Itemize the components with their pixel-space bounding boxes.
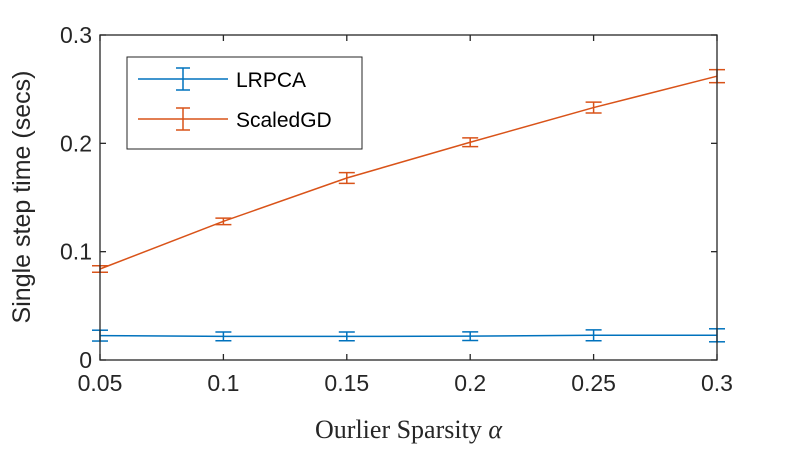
x-tick-label-1: 0.1 bbox=[207, 370, 239, 396]
legend-box bbox=[126, 56, 363, 150]
legend-item-scaledgd: ScaledGD bbox=[138, 107, 332, 132]
y-tick-label-3: 0.3 bbox=[60, 22, 92, 48]
plot-frame bbox=[99, 34, 718, 361]
y-tick-label-0: 0 bbox=[79, 347, 92, 373]
legend-label-scaledgd: ScaledGD bbox=[236, 109, 332, 132]
x-tick-label-5: 0.3 bbox=[701, 370, 733, 396]
x-axis-title-symbol: α bbox=[488, 415, 503, 444]
legend: LRPCA ScaledGD bbox=[126, 56, 363, 150]
x-axis-title-text: Ourlier Sparsity bbox=[315, 415, 482, 444]
errorbar-lrpca-2 bbox=[338, 331, 355, 342]
errorbar-scaledgd-1 bbox=[215, 217, 232, 226]
errorbar-lrpca-3 bbox=[462, 331, 479, 342]
x-tick-label-3: 0.2 bbox=[454, 370, 486, 396]
y-axis-title: Single step time (secs) bbox=[8, 71, 36, 324]
errorbar-scaledgd-2 bbox=[338, 171, 355, 185]
errorbar-scaledgd-3 bbox=[462, 137, 479, 148]
legend-label-lrpca: LRPCA bbox=[236, 69, 306, 92]
x-tick-label-4: 0.25 bbox=[571, 370, 616, 396]
series-layer bbox=[92, 68, 725, 343]
x-axis-title: Ourlier Sparsity α bbox=[315, 415, 503, 444]
x-axis-ticks: 0.05 0.1 0.15 0.2 0.25 0.3 bbox=[78, 35, 733, 396]
series-line-scaledgd bbox=[99, 75, 718, 270]
errorbar-lrpca-4 bbox=[585, 329, 602, 342]
x-tick-label-2: 0.15 bbox=[324, 370, 369, 396]
legend-item-lrpca: LRPCA bbox=[138, 67, 306, 92]
y-axis-ticks: 0 0.1 0.2 0.3 bbox=[60, 22, 717, 373]
errorbar-scaledgd-4 bbox=[585, 101, 602, 114]
legend-items: LRPCA ScaledGD bbox=[138, 67, 332, 132]
y-tick-label-1: 0.1 bbox=[60, 239, 92, 265]
errorbar-lrpca-1 bbox=[215, 331, 232, 342]
x-tick-label-0: 0.05 bbox=[78, 370, 123, 396]
series-line-lrpca bbox=[99, 334, 717, 338]
y-tick-label-2: 0.2 bbox=[60, 130, 92, 156]
